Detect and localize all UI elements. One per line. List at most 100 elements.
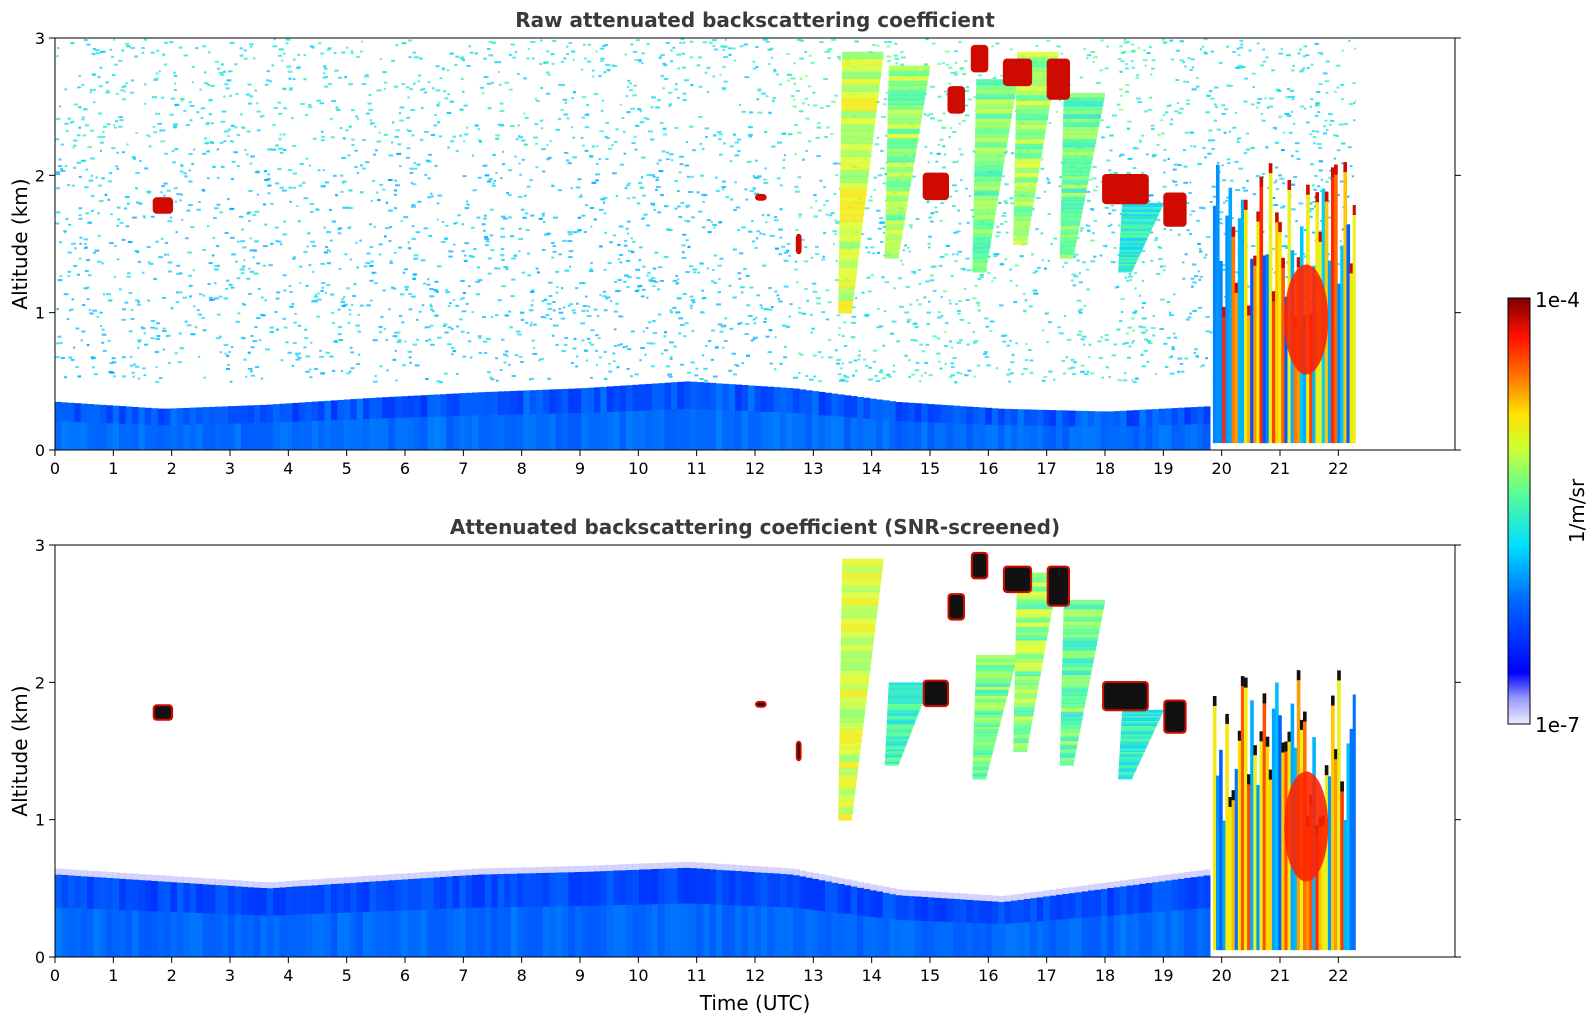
precip-curtain-column bbox=[1237, 218, 1242, 444]
noise-speck bbox=[719, 153, 723, 156]
noise-speck bbox=[670, 49, 673, 52]
noise-speck bbox=[369, 299, 373, 302]
noise-speck bbox=[426, 283, 431, 286]
noise-speck bbox=[718, 221, 723, 224]
noise-speck bbox=[519, 173, 522, 176]
noise-speck bbox=[880, 221, 885, 224]
noise-speck bbox=[772, 97, 777, 100]
noise-speck bbox=[901, 56, 906, 59]
noise-speck bbox=[72, 120, 75, 123]
noise-speck bbox=[214, 60, 219, 63]
noise-speck bbox=[285, 341, 289, 344]
boundary-layer-edge bbox=[125, 873, 133, 880]
boundary-layer-core bbox=[536, 413, 544, 450]
noise-speck bbox=[1186, 99, 1190, 102]
noise-speck bbox=[246, 212, 250, 215]
noise-speck bbox=[590, 329, 595, 332]
noise-speck bbox=[632, 94, 637, 97]
noise-speck bbox=[786, 53, 790, 55]
noise-speck bbox=[909, 303, 913, 306]
noise-speck bbox=[1312, 201, 1318, 204]
noise-speck bbox=[817, 351, 822, 354]
noise-speck bbox=[272, 123, 276, 126]
noise-speck bbox=[1041, 379, 1046, 382]
ice-plume-segment bbox=[1016, 99, 1051, 106]
noise-speck bbox=[577, 178, 582, 181]
ice-plume-segment bbox=[1016, 66, 1056, 72]
noise-speck bbox=[681, 244, 686, 247]
noise-speck bbox=[241, 266, 245, 269]
noise-speck bbox=[752, 60, 756, 63]
noise-speck bbox=[995, 367, 999, 370]
noise-speck bbox=[219, 211, 224, 214]
noise-speck bbox=[1220, 222, 1223, 225]
noise-speck bbox=[242, 302, 245, 305]
noise-speck bbox=[621, 116, 625, 119]
cloud-patch bbox=[970, 44, 989, 73]
noise-speck bbox=[1205, 236, 1211, 239]
boundary-layer-core bbox=[215, 424, 223, 450]
boundary-layer-core bbox=[715, 410, 723, 450]
boundary-layer-core bbox=[754, 411, 762, 450]
noise-speck bbox=[230, 236, 235, 239]
noise-speck bbox=[762, 38, 768, 41]
noise-speck bbox=[1265, 56, 1269, 59]
noise-speck bbox=[224, 130, 229, 133]
noise-speck bbox=[1221, 164, 1224, 167]
noise-speck bbox=[254, 326, 258, 328]
noise-speck bbox=[1090, 208, 1094, 211]
noise-speck bbox=[329, 208, 332, 211]
noise-speck bbox=[1004, 202, 1009, 205]
noise-speck bbox=[191, 81, 194, 84]
noise-speck bbox=[252, 340, 258, 343]
noise-speck bbox=[509, 326, 513, 329]
noise-speck bbox=[842, 321, 847, 324]
noise-speck bbox=[1088, 178, 1092, 181]
noise-speck bbox=[350, 50, 353, 52]
boundary-layer-core bbox=[581, 412, 589, 450]
noise-speck bbox=[228, 70, 233, 73]
noise-speck bbox=[1167, 157, 1170, 160]
noise-speck bbox=[595, 173, 600, 176]
noise-speck bbox=[307, 232, 311, 235]
noise-speck bbox=[1339, 240, 1342, 243]
noise-speck bbox=[641, 52, 646, 55]
noise-speck bbox=[702, 41, 707, 44]
noise-speck bbox=[1005, 231, 1009, 234]
noise-speck bbox=[365, 73, 369, 76]
noise-speck bbox=[428, 153, 432, 156]
ice-plume-segment bbox=[974, 165, 1004, 172]
noise-speck bbox=[150, 326, 155, 329]
noise-speck bbox=[1162, 113, 1166, 116]
noise-speck bbox=[259, 115, 263, 118]
noise-speck bbox=[1130, 341, 1135, 344]
noise-speck bbox=[707, 231, 712, 234]
noise-speck bbox=[677, 67, 681, 70]
noise-speck bbox=[630, 43, 634, 46]
noise-speck bbox=[344, 206, 349, 209]
noise-speck bbox=[1210, 50, 1214, 53]
noise-speck bbox=[115, 165, 118, 168]
noise-speck bbox=[636, 202, 641, 205]
noise-speck bbox=[1110, 204, 1114, 207]
noise-speck bbox=[1311, 130, 1316, 133]
noise-speck bbox=[1203, 51, 1207, 54]
noise-speck bbox=[388, 239, 392, 242]
noise-speck bbox=[515, 330, 521, 333]
noise-speck bbox=[111, 55, 115, 58]
noise-speck bbox=[773, 368, 777, 371]
ice-plume-segment bbox=[887, 118, 922, 125]
noise-speck bbox=[504, 266, 509, 269]
noise-speck bbox=[712, 224, 718, 226]
boundary-layer-core bbox=[440, 416, 447, 450]
noise-speck bbox=[704, 194, 708, 196]
noise-speck bbox=[85, 212, 89, 215]
noise-speck bbox=[289, 87, 294, 90]
noise-speck bbox=[413, 257, 419, 260]
noise-speck bbox=[316, 99, 321, 102]
noise-speck bbox=[1060, 52, 1064, 55]
noise-speck bbox=[956, 230, 961, 233]
noise-speck bbox=[680, 38, 685, 41]
noise-speck bbox=[397, 143, 402, 146]
noise-speck bbox=[814, 245, 819, 248]
